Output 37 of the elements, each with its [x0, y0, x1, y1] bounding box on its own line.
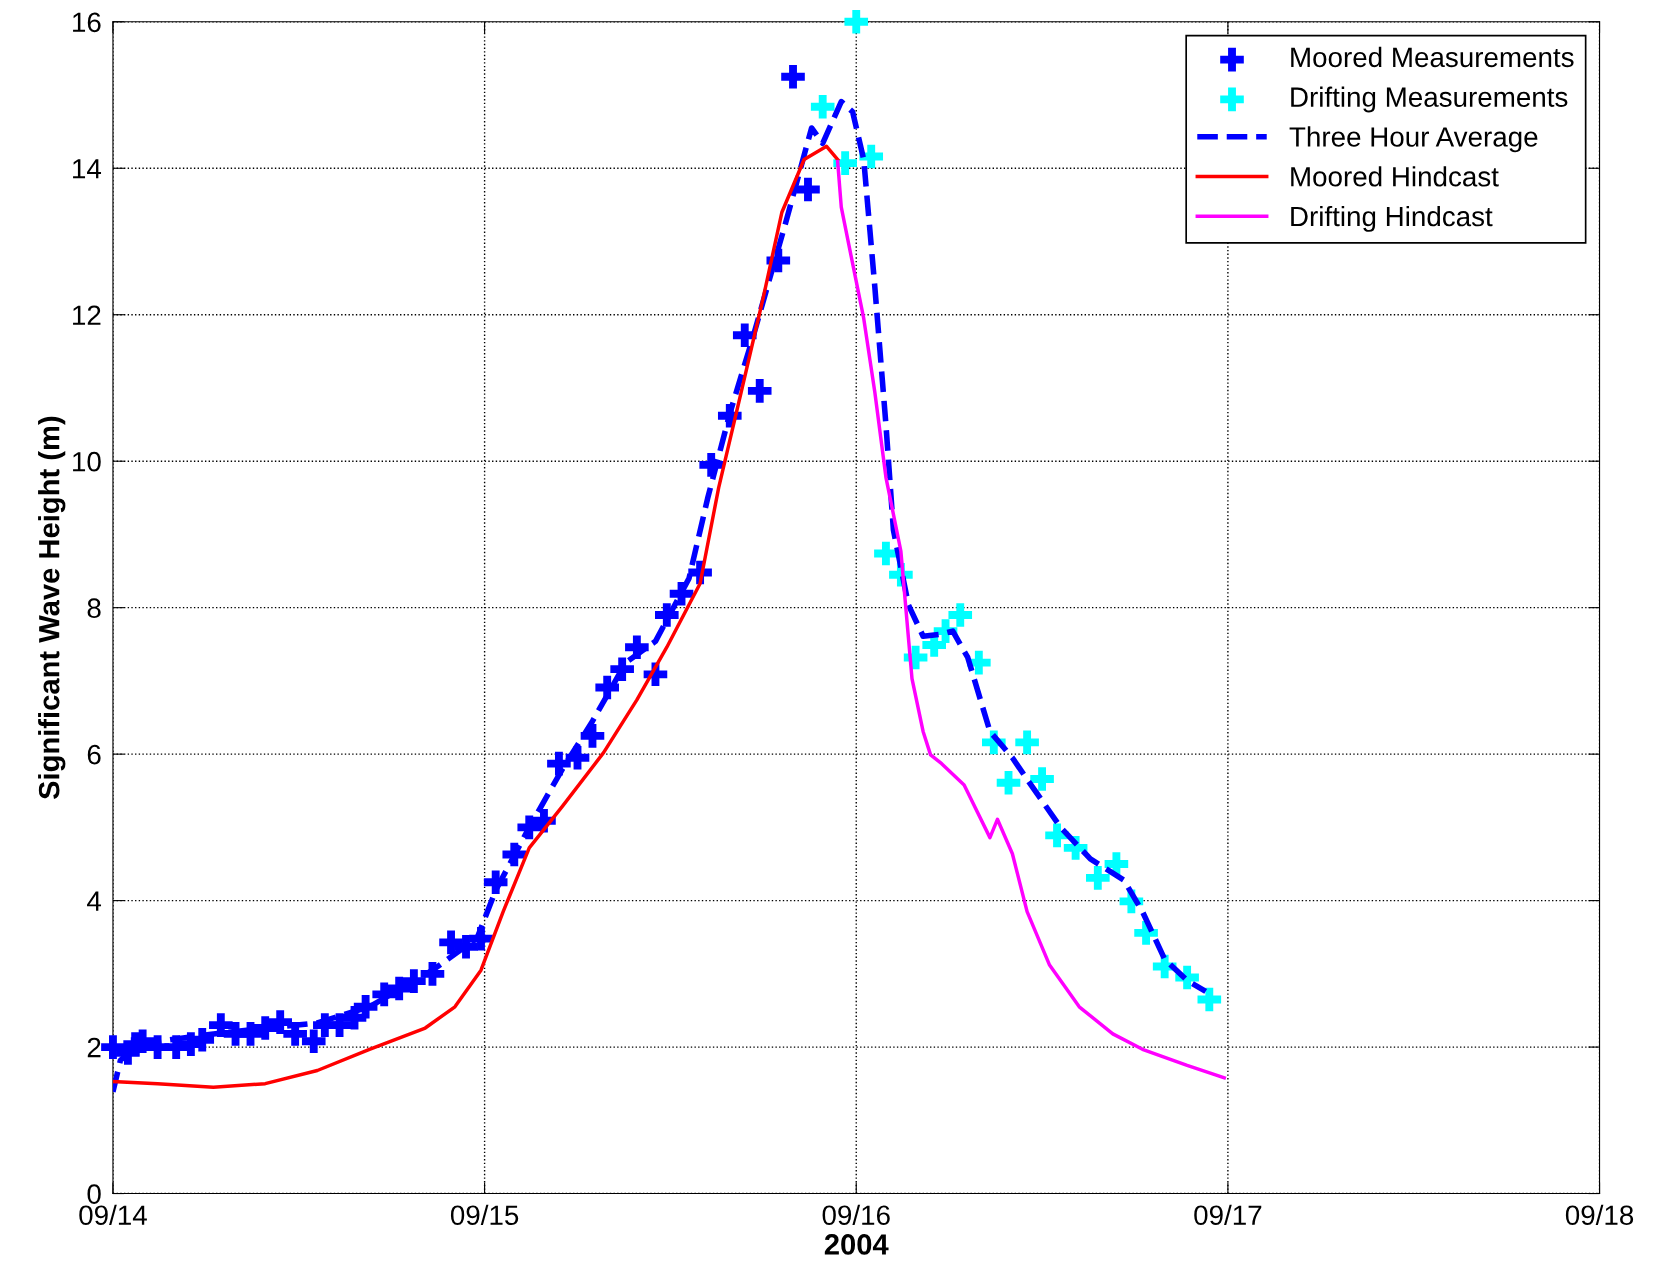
point: [747, 379, 772, 403]
x-tick-label: 09/14: [79, 1204, 147, 1226]
legend-label: Moored Hindcast: [1291, 166, 1499, 187]
y-tick-label: 16: [73, 12, 101, 33]
point: [268, 1010, 292, 1034]
y-tick-label: 12: [73, 305, 101, 325]
legend-label: Drifting Measurements: [1291, 86, 1568, 113]
point: [1015, 730, 1039, 755]
y-tick-label: 10: [73, 451, 101, 472]
point: [1030, 767, 1054, 791]
y-tick-label: 0: [87, 1184, 101, 1204]
y-tick-label: 4: [87, 891, 102, 911]
point: [1086, 866, 1110, 890]
x-tick-label: 09/17: [1194, 1204, 1262, 1226]
point: [810, 94, 835, 119]
point: [209, 1013, 233, 1037]
x-tick-label: 09/18: [1565, 1204, 1634, 1226]
point: [796, 177, 820, 202]
point: [327, 1013, 352, 1037]
point: [833, 151, 857, 175]
y-tick-label: 8: [87, 598, 101, 619]
y-axis-title: Significant Wave Height (m): [38, 416, 66, 800]
point: [781, 64, 805, 89]
point: [1197, 987, 1222, 1012]
point: [301, 1029, 326, 1054]
point: [948, 603, 973, 627]
x-tick-label: 09/16: [822, 1204, 890, 1226]
point: [996, 770, 1021, 795]
legend-label: Three Hour Average: [1289, 126, 1538, 153]
point: [844, 9, 869, 34]
legend-label: Moored Measurements: [1291, 46, 1574, 68]
y-tick-label: 2: [87, 1037, 101, 1058]
y-tick-label: 14: [73, 159, 102, 179]
legend-label: Drifting Hindcast: [1291, 205, 1493, 232]
x-axis-title: 2004: [824, 1234, 889, 1255]
y-tick-label: 6: [87, 744, 101, 765]
x-tick-label: 09/15: [450, 1204, 519, 1226]
